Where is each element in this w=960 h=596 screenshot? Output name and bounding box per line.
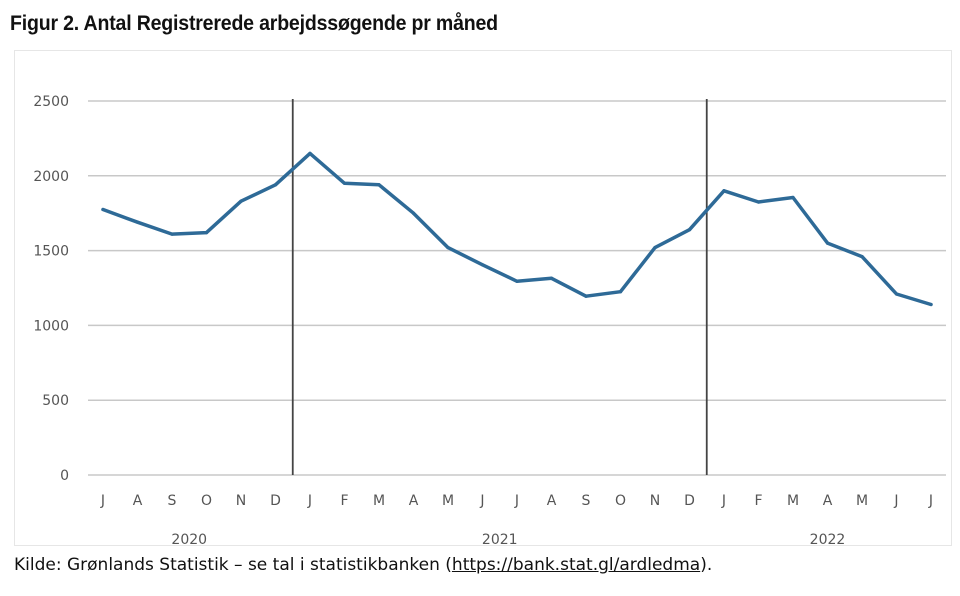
data-point-21: [791, 195, 795, 200]
x-tick-label-16: O: [615, 493, 626, 509]
data-point-8: [342, 181, 347, 185]
data-point-9: [377, 183, 381, 187]
y-tick-label-1500: 1500: [33, 244, 69, 260]
year-separators: [291, 99, 708, 475]
source-link[interactable]: https://bank.stat.gl/ardledma: [451, 555, 701, 575]
year-label-2020: 2020: [171, 532, 207, 548]
x-tick-label-4: O: [201, 493, 212, 509]
gridlines: [88, 100, 946, 476]
x-tick-label-6: D: [270, 493, 281, 509]
data-point-11: [446, 246, 450, 250]
x-tick-label-7: J: [307, 493, 312, 509]
figure-title: Figur 2. Antal Registrerede arbejdssøgen…: [10, 12, 498, 35]
x-tick-label-24: J: [893, 493, 898, 509]
x-tick-label-18: D: [684, 493, 695, 509]
source-note: Kilde: Grønlands Statistik – se tal i st…: [14, 555, 712, 575]
x-tick-label-14: A: [547, 493, 557, 509]
data-point-18: [687, 228, 692, 232]
line-chart: 0 500 1000 1500 2000 2500 J A S O N D J F M A M J J A S O N D J…: [33, 94, 946, 548]
x-tick-label-22: A: [823, 493, 833, 509]
x-tick-label-9: M: [373, 493, 385, 509]
data-point-16: [618, 290, 623, 294]
data-point-5: [239, 199, 243, 203]
x-tick-label-20: F: [754, 493, 762, 509]
data-point-14: [549, 276, 554, 280]
data-point-10: [411, 211, 416, 215]
y-tick-labels: 0 500 1000 1500 2000 2500: [33, 94, 69, 484]
x-tick-label-5: N: [236, 493, 246, 509]
x-tick-label-15: S: [582, 493, 591, 509]
x-tick-label-25: J: [928, 493, 933, 509]
data-point-13: [515, 279, 519, 283]
x-tick-label-21: M: [787, 493, 799, 509]
data-point-4: [204, 231, 209, 235]
x-tick-label-8: F: [340, 493, 348, 509]
data-point-2: [135, 220, 140, 224]
x-tick-label-3: S: [168, 493, 177, 509]
x-tick-label-13: J: [514, 493, 519, 509]
x-tick-label-11: M: [442, 493, 454, 509]
data-point-23: [860, 254, 864, 259]
source-prefix: Kilde: Grønlands Statistik – se tal i st…: [14, 555, 452, 575]
data-point-3: [170, 232, 174, 236]
data-point-19: [722, 189, 726, 193]
data-point-24: [894, 292, 899, 296]
data-point-15: [584, 294, 588, 298]
y-tick-label-2000: 2000: [33, 169, 69, 185]
data-point-6: [273, 183, 278, 187]
x-tick-label-10: A: [409, 493, 419, 509]
x-tick-label-19: J: [721, 493, 726, 509]
y-tick-label-500: 500: [42, 393, 69, 409]
data-point-1: [101, 207, 105, 212]
series-layer: [101, 151, 933, 307]
year-labels: 2020 2021 2022: [171, 532, 845, 548]
y-tick-label-2500: 2500: [33, 94, 69, 110]
x-tick-label-2: A: [133, 493, 143, 509]
x-tick-label-17: N: [650, 493, 660, 509]
y-tick-label-0: 0: [60, 468, 69, 484]
data-point-22: [825, 241, 830, 245]
x-tick-label-1: J: [100, 493, 105, 509]
source-suffix: ).: [700, 555, 713, 575]
y-tick-label-1000: 1000: [33, 318, 69, 334]
data-point-25: [929, 302, 933, 307]
x-tick-label-12: J: [479, 493, 484, 509]
chart-frame: [14, 50, 952, 546]
x-tick-label-23: M: [856, 493, 868, 509]
data-point-7: [308, 151, 312, 155]
data-point-17: [653, 246, 657, 250]
year-label-2022: 2022: [810, 532, 846, 548]
data-point-20: [756, 200, 761, 204]
year-label-2021: 2021: [482, 532, 518, 548]
data-point-12: [480, 263, 485, 267]
